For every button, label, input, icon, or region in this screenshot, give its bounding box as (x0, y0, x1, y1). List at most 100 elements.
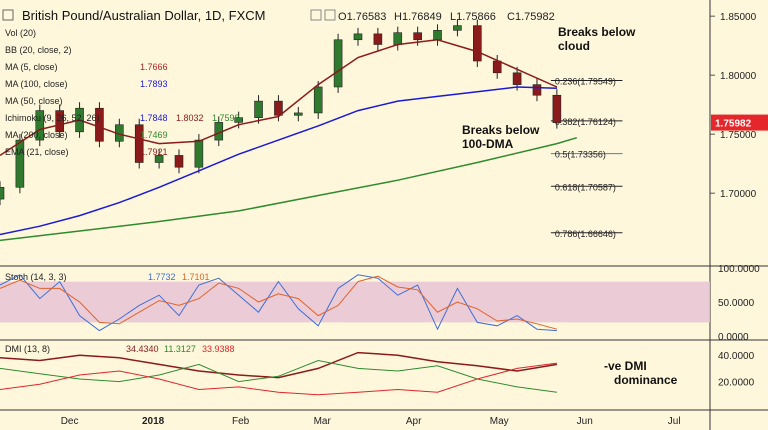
dmi-label: DMI (13, 8) (5, 344, 50, 354)
price-tick-label: 1.75000 (720, 130, 757, 141)
stoch-value: 1.7732 (148, 272, 176, 282)
dmi-tick-label: 40.0000 (718, 351, 755, 362)
stoch-value: 1.7101 (182, 272, 210, 282)
stoch-tick-label: 0.0000 (718, 332, 749, 343)
price-tick-label: 1.70000 (720, 189, 757, 200)
indicator-label: BB (20, close, 2) (5, 45, 72, 55)
candle-body (15, 139, 25, 188)
annotations: Breaks below cloud Breaks below 100-DMA … (462, 25, 678, 387)
candle-body (194, 139, 204, 168)
stoch-band (0, 281, 710, 323)
candle-body (492, 60, 502, 74)
candle-body (453, 25, 462, 31)
x-axis-label: 2018 (142, 416, 165, 427)
x-axis-label: Mar (314, 416, 332, 427)
indicator-label: MA (50, close) (5, 96, 63, 106)
candle-body (35, 110, 45, 141)
ohlc-close: C1.75982 (507, 11, 555, 23)
series-line-adx (0, 351, 558, 379)
candle-body (333, 39, 343, 88)
series-line--di (0, 359, 557, 393)
dmi-value: 34.4340 (126, 344, 159, 354)
annotation-dmi-line1: -ve DMI (604, 359, 647, 373)
indicator-label: MA (100, close) (5, 79, 68, 89)
eye-icon[interactable] (310, 9, 322, 21)
stoch-tick-label: 100.0000 (718, 264, 760, 275)
indicator-label: MA (5, close) (5, 62, 58, 72)
price-badge (711, 114, 768, 131)
symbol-title: British Pound/Australian Dollar, 1D, FXC… (22, 8, 265, 23)
indicator-label: MA (200, close) (5, 130, 68, 140)
ohlc-low: L1.75866 (450, 11, 496, 23)
x-axis-label: Dec (61, 416, 79, 427)
collapse-icon[interactable] (2, 9, 14, 21)
candle-body (413, 32, 422, 41)
candle-body (313, 86, 323, 114)
x-axis-label: Feb (232, 416, 250, 427)
price-tick-label: 1.80000 (720, 71, 757, 82)
candle-body (274, 100, 283, 116)
candle-body (473, 25, 482, 62)
dmi-tick-label: 20.0000 (718, 378, 755, 389)
indicator-value: 1.7469 (140, 130, 168, 140)
candle-body (532, 84, 542, 96)
indicator-value: 1.7921 (140, 147, 168, 157)
series-line-ema-21-close- (0, 39, 558, 157)
indicator-label: Vol (20) (5, 28, 36, 38)
annotation-dmi-line2: dominance (614, 373, 678, 387)
annotation-cloud-break-line2: cloud (558, 39, 590, 53)
annotation-dma-break-line1: Breaks below (462, 123, 540, 137)
candle-body (512, 72, 522, 85)
series-line-ma-100-close- (0, 86, 557, 236)
dmi-pane: DMI (13, 8) 34.4340 11.3127 33.9388 40.0000 2… (0, 339, 768, 396)
stoch-pane: Stoch (14, 3, 3) 1.7732 1.7101 100.0000 50.0… (0, 264, 768, 343)
series-line--di (0, 362, 557, 396)
indicator-value: 1.7848 (140, 113, 168, 123)
candle-body (373, 33, 383, 45)
fib-level-label: 0.618(1.70587) (555, 182, 616, 192)
indicator-value: 1.8032 (176, 113, 204, 123)
x-axis-label: Apr (406, 416, 422, 427)
candle-body (134, 124, 144, 163)
candle-body (154, 155, 164, 163)
stoch-tick-label: 50.0000 (718, 298, 755, 309)
settings-icon[interactable] (324, 9, 336, 21)
fib-level-label: 0.786(1.66646) (555, 229, 616, 239)
candle-body (0, 186, 5, 200)
ohlc-open: O1.76583 (338, 11, 386, 23)
fib-level-label: 0.5(1.73356) (555, 150, 606, 160)
annotation-cloud-break-line1: Breaks below (558, 25, 636, 39)
indicator-value: 1.7893 (140, 79, 168, 89)
series-line-stoch-k (0, 274, 557, 332)
candle-body (433, 30, 442, 41)
price-tick-label: 1.85000 (720, 12, 757, 23)
x-axis-label: Jun (577, 416, 593, 427)
candle-body (353, 33, 363, 41)
candle-body (294, 112, 303, 116)
annotation-dma-break-line2: 100-DMA (462, 137, 514, 151)
candle-body (393, 32, 403, 45)
series-line-ma-200-close- (0, 136, 578, 242)
candle-body (95, 107, 104, 142)
indicator-value: 1.7666 (140, 62, 168, 72)
chart-header: British Pound/Australian Dollar, 1D, FXC… (2, 8, 555, 23)
indicator-label: EMA (21, close) (5, 147, 69, 157)
series-line-stoch-d (0, 275, 558, 330)
x-axis-label: Jul (668, 416, 681, 427)
candle-body (174, 155, 184, 168)
x-axis-label: May (490, 416, 509, 427)
indicator-value: 1.7598 (212, 113, 240, 123)
price-badge-label: 1.75982 (715, 119, 752, 130)
candle-body (234, 117, 243, 123)
dmi-value: 11.3127 (164, 344, 196, 354)
candle-body (254, 100, 263, 118)
dmi-value: 33.9388 (202, 344, 235, 354)
stoch-label: Stoch (14, 3, 3) (5, 272, 67, 282)
indicator-legend: Vol (20) BB (20, close, 2) MA (5, close) 1.… (5, 28, 240, 157)
candle-body (55, 110, 64, 133)
fib-level-label: 0.382(1.76124) (555, 117, 616, 127)
ohlc-high: H1.76849 (394, 11, 442, 23)
fib-level-label: 0.236(1.79549) (555, 76, 616, 86)
